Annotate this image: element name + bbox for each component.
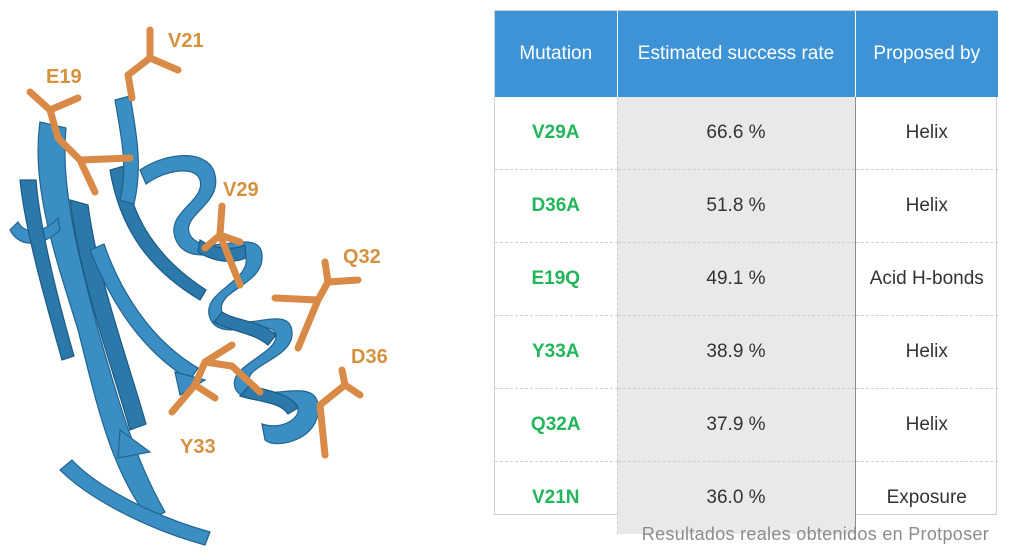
mutation-cell: Q32A — [495, 388, 617, 462]
mutation-table-container: Mutation Estimated success rate Proposed… — [494, 10, 998, 534]
proposed-by-cell: Helix — [855, 97, 998, 170]
mutation-cell: D36A — [495, 169, 617, 243]
alpha-helix — [139, 154, 319, 445]
mutation-cell: Y33A — [495, 315, 617, 389]
mutation-cell: E19Q — [495, 242, 617, 316]
rate-cell: 38.9 % — [616, 315, 856, 389]
residue-label-y33: Y33 — [180, 436, 216, 458]
residue-label-v21: V21 — [168, 30, 204, 52]
table-row: E19Q 49.1 % Acid H-bonds — [495, 242, 998, 316]
table-row: D36A 51.8 % Helix — [495, 169, 998, 243]
rate-cell: 37.9 % — [616, 388, 856, 462]
table-row: Q32A 37.9 % Helix — [495, 388, 998, 462]
rate-cell: 36.0 % — [616, 461, 856, 534]
proposed-by-cell: Helix — [855, 388, 998, 462]
table-header-row: Mutation Estimated success rate Proposed… — [495, 11, 998, 97]
proposed-by-cell: Helix — [855, 169, 998, 243]
mutation-table: Mutation Estimated success rate Proposed… — [495, 11, 998, 534]
proposed-by-cell: Helix — [855, 315, 998, 389]
rate-cell: 51.8 % — [616, 169, 856, 243]
side-chains — [26, 26, 364, 459]
protein-structure-illustration: V21 E19 V29 Q32 D36 Y33 — [9, 26, 388, 546]
residue-label-d36: D36 — [351, 346, 388, 368]
header-success-rate: Estimated success rate — [617, 11, 856, 97]
header-proposed-by: Proposed by — [855, 11, 998, 97]
residue-label-q32: Q32 — [343, 246, 381, 268]
table-row: V29A 66.6 % Helix — [495, 97, 998, 170]
residue-label-v29: V29 — [223, 179, 259, 201]
proposed-by-cell: Exposure — [886, 487, 967, 508]
proposed-by-cell: Acid H-bonds — [855, 242, 998, 316]
mutation-cell: V29A — [495, 97, 617, 170]
source-caption: Resultados reales obtenidos en Protposer — [641, 524, 989, 544]
table-row: Y33A 38.9 % Helix — [495, 315, 998, 389]
table-row: V21N 36.0 % Exposure — [495, 461, 998, 534]
beta-sheet — [9, 95, 211, 546]
rate-cell: 49.1 % — [616, 242, 856, 316]
mutation-cell: V21N — [531, 487, 580, 508]
header-mutation: Mutation — [495, 11, 618, 97]
rate-cell: 66.6 % — [616, 97, 856, 170]
residue-label-e19: E19 — [46, 66, 82, 88]
